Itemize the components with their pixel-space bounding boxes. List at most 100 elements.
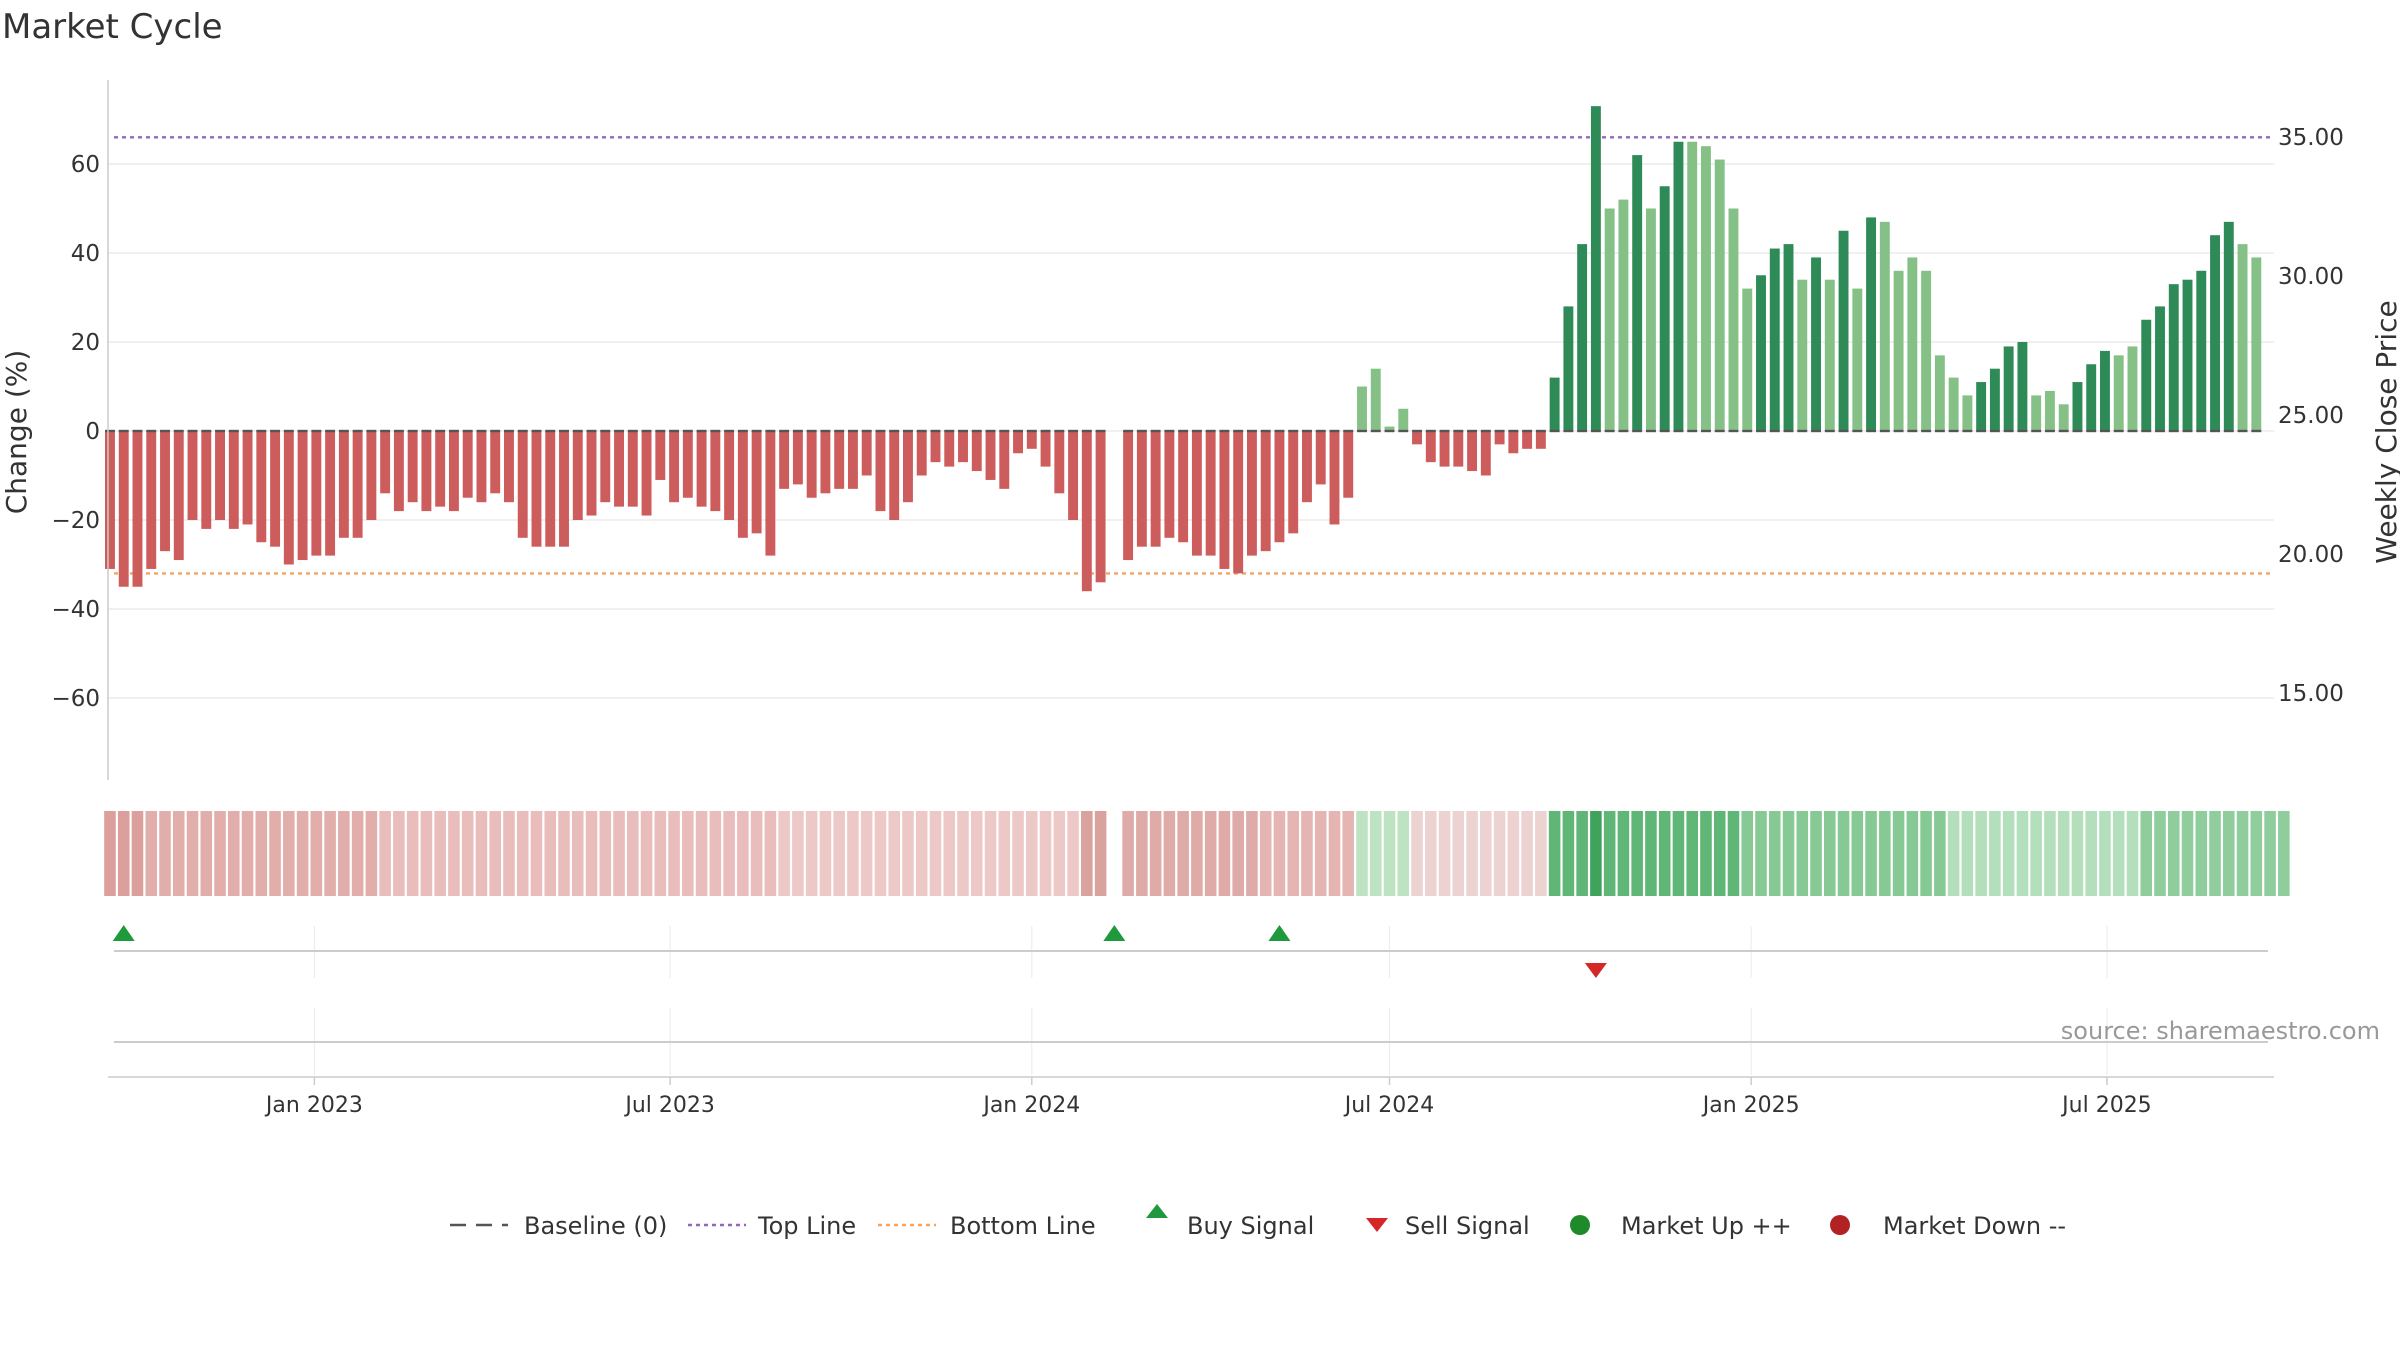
- regime-cell: [489, 811, 501, 896]
- regime-cell: [599, 811, 612, 896]
- change-bar: [1288, 431, 1299, 534]
- regime-cell: [448, 811, 460, 896]
- change-bar: [1728, 208, 1739, 431]
- change-bar: [1412, 431, 1422, 445]
- regime-cell: [1631, 811, 1643, 896]
- change-bar: [366, 431, 377, 520]
- change-bar: [655, 431, 666, 480]
- regime-cell: [1425, 811, 1437, 896]
- change-bar: [1577, 244, 1588, 431]
- change-bar: [462, 431, 473, 498]
- change-bar: [779, 431, 790, 489]
- change-bar: [325, 431, 336, 556]
- regime-cell: [1273, 811, 1286, 896]
- regime-cell: [1191, 811, 1203, 896]
- change-bar: [1315, 431, 1326, 485]
- x-axis: Jan 2023 Jul 2023 Jan 2024 Jul 2024 Jan 2025…: [108, 1076, 2274, 1118]
- change-bar: [2182, 279, 2193, 431]
- y-tick-label-left: −20: [51, 508, 100, 534]
- regime-cell: [1906, 811, 1919, 896]
- change-bar: [1054, 431, 1065, 494]
- legend-swatch-sell: [1366, 1218, 1388, 1232]
- regime-cell: [2016, 811, 2029, 896]
- regime-cell: [503, 811, 515, 896]
- regime-cell: [1975, 811, 1987, 896]
- regime-cell: [1218, 811, 1231, 896]
- regime-cell: [2278, 811, 2290, 896]
- change-bar: [930, 431, 941, 463]
- regime-cell: [970, 811, 983, 896]
- change-bar: [1439, 431, 1450, 467]
- regime-cell: [915, 811, 928, 896]
- regime-cell: [558, 811, 570, 896]
- change-bar: [2100, 350, 2110, 431]
- change-bar: [710, 431, 721, 512]
- regime-cell: [1672, 811, 1685, 896]
- regime-cell: [1755, 811, 1767, 896]
- change-bar: [1398, 408, 1409, 431]
- change-bar: [1811, 257, 1821, 431]
- change-bar: [820, 431, 831, 494]
- change-bar: [490, 431, 501, 494]
- chart-title: Market Cycle: [2, 7, 223, 47]
- y-tick-label-left: 0: [85, 419, 100, 445]
- change-bars: [105, 106, 2262, 592]
- regime-cell: [1768, 811, 1781, 896]
- regime-cell: [434, 811, 446, 896]
- change-bar: [903, 431, 913, 503]
- regime-cell: [461, 811, 474, 896]
- regime-cell: [1136, 811, 1148, 896]
- y-tick-label-left: 40: [71, 241, 100, 267]
- y-tick-label-right: 30.00: [2278, 264, 2344, 290]
- change-bar: [187, 431, 198, 520]
- x-tick-label: Jan 2023: [264, 1093, 363, 1118]
- change-bar: [1453, 431, 1464, 467]
- change-bar: [1494, 431, 1505, 445]
- change-bar: [338, 431, 349, 538]
- regime-cell: [571, 811, 584, 896]
- change-bar: [1178, 431, 1189, 543]
- regime-cell: [750, 811, 763, 896]
- regime-cell: [998, 811, 1011, 896]
- change-bar: [270, 431, 281, 547]
- legend-swatch-market-down: [1830, 1215, 1850, 1235]
- regime-cell: [1356, 811, 1368, 896]
- change-bar: [1260, 431, 1271, 552]
- change-bar: [1535, 431, 1546, 449]
- legend-label: Sell Signal: [1405, 1212, 1530, 1240]
- change-bar: [696, 431, 707, 507]
- change-bar: [1921, 270, 1932, 431]
- regime-cell: [131, 811, 144, 896]
- regime-cell: [943, 811, 956, 896]
- change-bar: [242, 431, 253, 525]
- legend-label: Market Up ++: [1621, 1212, 1792, 1240]
- regime-cell: [406, 811, 419, 896]
- change-bar: [1508, 431, 1519, 454]
- regime-cell: [874, 811, 887, 896]
- change-bar: [407, 431, 418, 503]
- regime-cell: [1314, 811, 1327, 896]
- change-bar: [1233, 431, 1244, 574]
- regime-cell: [1232, 811, 1244, 896]
- change-bar: [1659, 186, 1670, 431]
- change-bar: [682, 431, 693, 498]
- change-bar: [2072, 382, 2083, 431]
- legend-swatch-market-up: [1570, 1215, 1590, 1235]
- change-bar: [1838, 230, 1849, 431]
- y-tick-label-right: 35.00: [2278, 125, 2344, 151]
- change-bar: [2113, 355, 2124, 431]
- regime-cell: [1259, 811, 1272, 896]
- change-bar: [2155, 306, 2165, 431]
- regime-cell: [1603, 811, 1616, 896]
- regime-cell: [379, 811, 391, 896]
- legend-label: Baseline (0): [524, 1212, 667, 1240]
- regime-cell: [1369, 811, 1382, 896]
- change-bar: [944, 431, 955, 467]
- regime-cell: [1961, 811, 1974, 896]
- regime-cell: [2209, 811, 2221, 896]
- change-bar: [1205, 431, 1216, 556]
- regime-cell: [186, 811, 199, 896]
- regime-cell: [214, 811, 226, 896]
- regime-cell: [1466, 811, 1478, 896]
- change-bar: [1701, 146, 1711, 431]
